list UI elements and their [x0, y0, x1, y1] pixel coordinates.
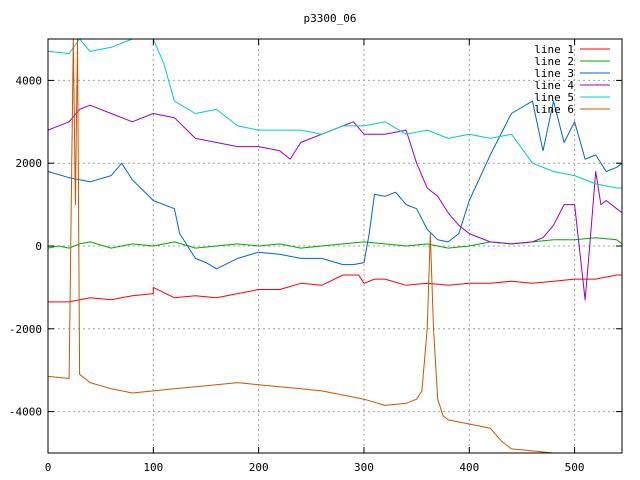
- series-lines: [47, 38, 623, 454]
- y-tick-label: -2000: [9, 323, 42, 336]
- x-tick-label: 300: [354, 461, 374, 474]
- legend-label-3: line 3: [534, 67, 574, 80]
- series-line-3: [47, 100, 623, 270]
- x-tick-label: 100: [143, 461, 163, 474]
- x-tick-label: 500: [565, 461, 585, 474]
- x-tick-label: 200: [249, 461, 269, 474]
- chart-title: p3300_06: [304, 12, 357, 25]
- axes: 0 100 200 300 400 500 -4000 -2000 0 2000 4000: [9, 38, 623, 474]
- y-tick-label: 2000: [16, 157, 43, 170]
- legend-label-5: line 5: [534, 91, 574, 104]
- series-line-1: [48, 274, 622, 303]
- series-line-2: [47, 237, 623, 249]
- x-tick-label: 0: [45, 461, 52, 474]
- y-tick-label: 0: [35, 240, 42, 253]
- y-tick-label: -4000: [9, 406, 42, 419]
- legend-label-6: line 6: [534, 103, 574, 116]
- grid: [47, 39, 622, 453]
- x-tick-label: 400: [459, 461, 479, 474]
- series-line-4: [47, 104, 623, 301]
- legend-label-4: line 4: [534, 79, 574, 92]
- y-tick-label: 4000: [16, 74, 43, 87]
- legend-label-1: line 1: [534, 43, 574, 56]
- series-line-6: [47, 38, 622, 454]
- legend-label-2: line 2: [534, 55, 574, 68]
